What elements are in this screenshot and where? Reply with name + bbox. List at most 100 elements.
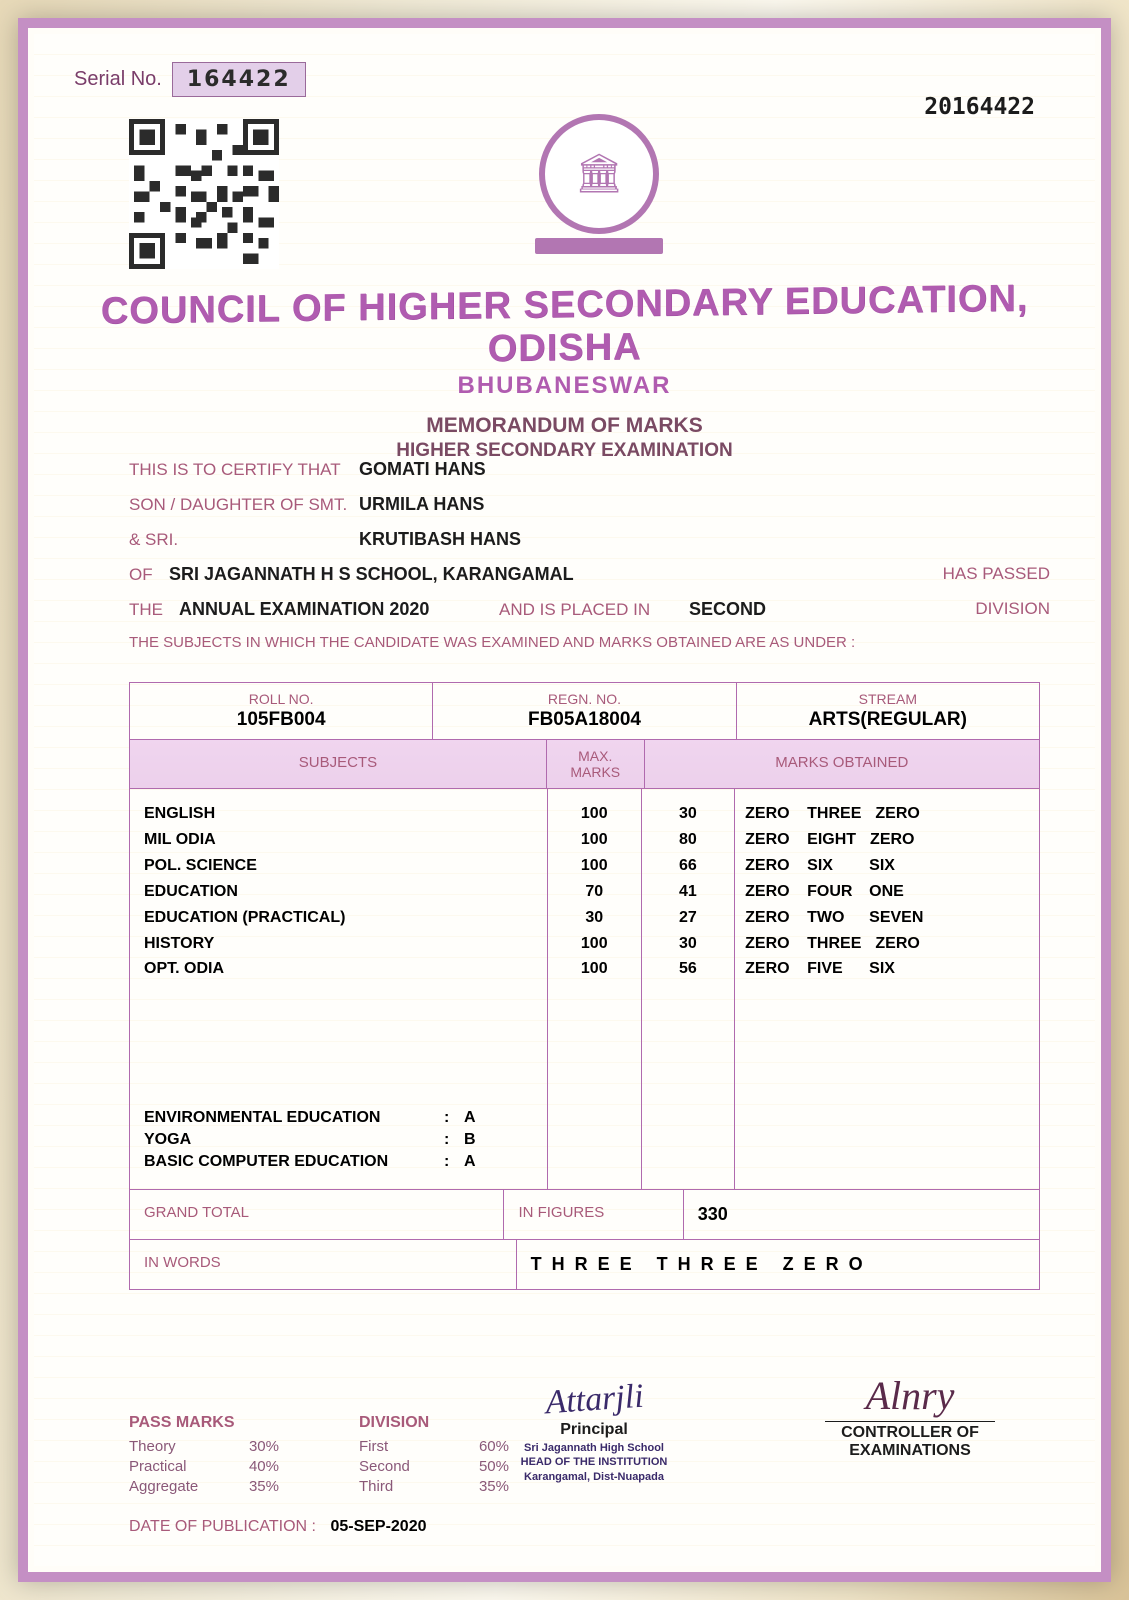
extra-grade-row-2: BASIC COMPUTER EDUCATION: A [144,1153,476,1171]
header-subjects: SUBJECTS [130,740,547,788]
in-words-value: THREE THREE ZERO [517,1240,1039,1289]
pass-marks-title: PASS MARKS [129,1414,299,1432]
roll-no-label: ROLL NO. [134,691,428,707]
subjects-note: THE SUBJECTS IN WHICH THE CANDIDATE WAS … [129,634,1040,651]
the-label: THE [129,600,179,620]
pass-marks-column: PASS MARKS Theory 30% Practical 40% Aggregat… [129,1414,299,1498]
marks-in-words-row-2: ZERO SIX SIX [745,853,1029,879]
max-marks-row-4: 30 [552,905,637,931]
roll-no-value: 105FB004 [134,709,428,731]
qr-code-image [129,119,279,269]
header-marks-obtained: MARKS OBTAINED [645,740,1039,788]
placed-label: AND IS PLACED IN [499,600,689,620]
obtained-marks-row-1: 80 [646,827,731,853]
obtained-marks-row-2: 66 [646,853,731,879]
regn-no-label: REGN. NO. [437,691,731,707]
certify-label: THIS IS TO CERTIFY THAT [129,460,359,480]
certificate-paper: Serial No. 164422 20164422 [34,34,1095,1566]
marks-in-words-row-6: ZERO FIVE SIX [745,956,1029,982]
marks-obtained-column: 30 80 66 41 27 30 56 [642,789,736,1189]
marks-in-words-row-0: ZERO THREE ZERO [745,801,1029,827]
subject-name-row-2: POL. SCIENCE [144,853,533,879]
max-marks-column: 100 100 100 70 30 100 100 [548,789,642,1189]
max-marks-row-6: 100 [552,956,637,982]
regn-no-value: FB05A18004 [437,709,731,731]
signatures-section: Attarjli Principal Sri Jagannath High Sc… [464,1364,1040,1484]
serial-no-value: 164422 [172,62,306,97]
has-passed-label: HAS PASSED [943,564,1050,584]
stream-value: ARTS(REGULAR) [741,709,1035,731]
subject-name-row-1: MIL ODIA [144,827,533,853]
council-emblem: 🏛 [529,109,669,259]
serial-no-label: Serial No. [74,68,162,91]
mother-name: URMILA HANS [359,494,484,515]
main-title: COUNCIL OF HIGHER SECONDARY EDUCATION, O… [34,277,1095,378]
title-block: COUNCIL OF HIGHER SECONDARY EDUCATION, O… [34,284,1095,462]
subjects-column: ENGLISH MIL ODIA POL. SCIENCE EDUCATION EDUC… [130,789,548,1189]
obtained-marks-row-4: 27 [646,905,731,931]
marks-in-words-row-3: ZERO FOUR ONE [745,879,1029,905]
school-name: SRI JAGANNATH H S SCHOOL, KARANGAMAL [169,564,574,585]
extra-grades: ENVIRONMENTAL EDUCATION: A YOGA: B BASIC COM… [144,1109,476,1175]
certificate-frame: Serial No. 164422 20164422 [18,18,1111,1582]
sub-title: BHUBANESWAR [34,372,1095,400]
controller-signature-block: Alnry CONTROLLER OF EXAMINATIONS [780,1364,1040,1484]
pass-marks-row-1: Practical 40% [129,1458,279,1475]
principal-signature-block: Attarjli Principal Sri Jagannath High Sc… [464,1364,724,1484]
subject-name-row-6: OPT. ODIA [144,956,533,982]
marks-in-words-row-1: ZERO EIGHT ZERO [745,827,1029,853]
controller-title-label: CONTROLLER OF EXAMINATIONS [780,1424,1040,1460]
in-figures-label: IN FIGURES [504,1190,683,1239]
principal-stamp-text: Sri Jagannath High School HEAD OF THE IN… [464,1441,724,1484]
pass-marks-row-0: Theory 30% [129,1438,279,1455]
grand-total-label: GRAND TOTAL [130,1190,504,1239]
student-name: GOMATI HANS [359,459,486,480]
obtained-marks-row-6: 56 [646,956,731,982]
publication-date-row: DATE OF PUBLICATION : 05-SEP-2020 [129,1518,1040,1536]
father-name: KRUTIBASH HANS [359,529,521,550]
exam-name: ANNUAL EXAMINATION 2020 [179,599,499,620]
stream-label: STREAM [741,691,1035,707]
of-label: OF [129,565,169,585]
obtained-marks-row-3: 41 [646,879,731,905]
identifiers-row: ROLL NO. 105FB004 REGN. NO. FB05A18004 S… [130,683,1039,740]
principal-signature-image: Attarjli [462,1355,725,1428]
division-value: SECOND [689,599,819,620]
subject-name-row-0: ENGLISH [144,801,533,827]
publication-value: 05-SEP-2020 [330,1518,426,1535]
max-marks-row-2: 100 [552,853,637,879]
table-header-row: SUBJECTS MAX. MARKS MARKS OBTAINED [130,740,1039,789]
extra-grade-row-1: YOGA: B [144,1131,476,1149]
certificate-body: THIS IS TO CERTIFY THAT GOMATI HANS SON … [129,459,1040,657]
marks-table: ROLL NO. 105FB004 REGN. NO. FB05A18004 S… [129,682,1040,1290]
max-marks-row-0: 100 [552,801,637,827]
page-background: Serial No. 164422 20164422 [0,0,1129,1600]
subject-name-row-4: EDUCATION (PRACTICAL) [144,905,533,931]
marks-in-words-row-5: ZERO THREE ZERO [745,931,1029,957]
max-marks-row-3: 70 [552,879,637,905]
controller-signature-image: Alnry [780,1364,1040,1419]
extra-grade-row-0: ENVIRONMENTAL EDUCATION: A [144,1109,476,1127]
top-right-number: 20164422 [924,94,1035,120]
grand-total-words-row: IN WORDS THREE THREE ZERO [130,1239,1039,1289]
subject-name-row-3: EDUCATION [144,879,533,905]
in-words-label: IN WORDS [130,1240,517,1289]
max-marks-row-5: 100 [552,931,637,957]
obtained-marks-row-5: 30 [646,931,731,957]
pass-marks-row-2: Aggregate 35% [129,1478,279,1495]
obtained-marks-row-0: 30 [646,801,731,827]
header-max-marks: MAX. MARKS [547,740,645,788]
memo-title: MEMORANDUM OF MARKS [34,414,1095,438]
father-label: & SRI. [129,530,359,550]
mother-label: SON / DAUGHTER OF SMT. [129,495,359,515]
max-marks-row-1: 100 [552,827,637,853]
grand-total-value: 330 [684,1190,1039,1239]
grand-total-row: GRAND TOTAL IN FIGURES 330 [130,1189,1039,1239]
division-label: DIVISION [975,599,1050,619]
serial-number-row: Serial No. 164422 [74,62,306,97]
marks-in-words-row-4: ZERO TWO SEVEN [745,905,1029,931]
publication-label: DATE OF PUBLICATION : [129,1518,316,1535]
subject-name-row-5: HISTORY [144,931,533,957]
table-body: ENGLISH MIL ODIA POL. SCIENCE EDUCATION EDUC… [130,789,1039,1189]
marks-in-words-column: ZERO THREE ZERO ZERO EIGHT ZERO ZERO SIX SIX ZERO… [735,789,1039,1189]
